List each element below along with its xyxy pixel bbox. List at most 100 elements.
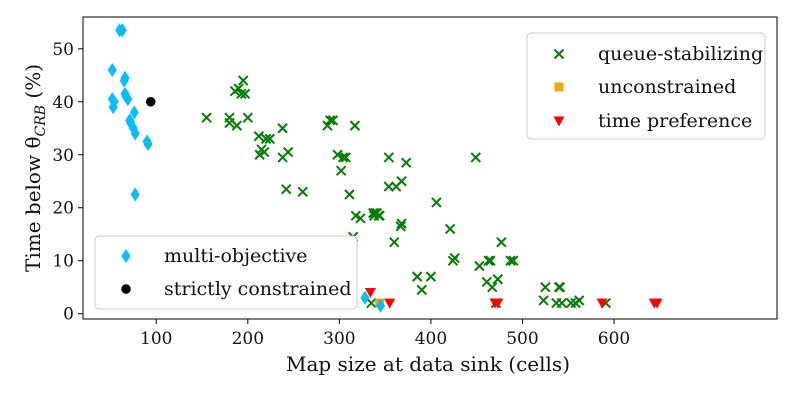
multi-objective-point (130, 126, 140, 141)
queue-stabilizing-point (236, 88, 247, 100)
queue-stabilizing-point (508, 255, 519, 266)
queue-stabilizing-point (396, 176, 407, 187)
legend-markers (553, 48, 565, 127)
queue-stabilizing-point (327, 115, 339, 126)
queue-stabilizing-point (324, 115, 336, 126)
queue-stabilizing-point (425, 271, 437, 282)
queue-stabilizing-point (239, 88, 251, 100)
time-preference-point (651, 298, 663, 309)
queue-stabilizing-point (260, 133, 272, 145)
y-tick-label: 20 (52, 199, 74, 219)
queue-stabilizing-point (496, 236, 507, 248)
y-tick-label: 0 (63, 305, 74, 325)
queue-stabilizing-point (281, 183, 292, 195)
queue-stabilizing-point (395, 221, 406, 232)
queue-stabilizing-point (416, 284, 427, 296)
legend-markers (121, 249, 131, 294)
queue-stabilizing-point (277, 123, 288, 134)
y-tick-label: 10 (52, 252, 74, 272)
queue-stabilizing-point (574, 295, 585, 306)
queue-stabilizing-point (538, 295, 549, 306)
queue-stabilizing-point (389, 236, 400, 248)
queue-stabilizing-point (368, 207, 379, 219)
x-tick-label: 200 (232, 329, 264, 349)
queue-stabilizing-point (335, 165, 347, 176)
multi-objective-point (109, 94, 119, 109)
queue-stabilizing-point (505, 255, 516, 266)
y-axis-label-main: Time below θ (21, 137, 45, 273)
data-marks (107, 23, 663, 313)
x-tick-label: 400 (415, 329, 447, 349)
queue-stabilizing-point (332, 149, 343, 160)
legend-label-unconstrained: unconstrained (598, 76, 736, 98)
y-tick-label: 50 (52, 40, 74, 60)
legend-marker-multi-objective (121, 249, 131, 263)
multi-objective-point (360, 290, 370, 305)
x-tick-label: 100 (140, 329, 172, 349)
queue-stabilizing-point (259, 146, 270, 158)
y-tick-label: 40 (52, 93, 74, 113)
time-preference-point (384, 298, 396, 309)
legend-label-time-preference: time preference (598, 110, 752, 132)
time-preference-point (364, 288, 376, 299)
queue-stabilizing-point (431, 197, 442, 208)
legend-marker-queue-stabilizing (553, 48, 565, 60)
queue-stabilizing-point (253, 131, 264, 142)
queue-stabilizing-point (344, 189, 355, 200)
queue-stabilizing-point (374, 210, 385, 221)
queue-stabilizing-point (337, 152, 349, 163)
y-axis-label-subscript: CRB (33, 105, 49, 137)
queue-stabilizing-point (470, 152, 481, 163)
queue-stabilizing-point (444, 223, 456, 235)
queue-stabilizing-point (540, 282, 551, 293)
multi-objective-point (376, 298, 386, 313)
queue-stabilizing-point (224, 117, 235, 129)
queue-stabilizing-point (340, 152, 351, 163)
multi-objective-point (129, 105, 139, 120)
y-tick-label: 30 (52, 146, 74, 166)
multi-objective-point (120, 70, 130, 85)
legend-marker-unconstrained (554, 82, 564, 92)
queue-stabilizing-point (400, 157, 412, 168)
queue-stabilizing-point (492, 274, 503, 285)
legend-marker-strictly-constrained (121, 284, 131, 294)
legend-box (526, 32, 766, 140)
queue-stabilizing-point (297, 186, 308, 198)
queue-stabilizing-point (264, 133, 275, 145)
queue-stabilizing-point (282, 146, 294, 158)
queue-stabilizing-point (487, 282, 498, 293)
y-axis-label-unit: (%) (21, 64, 45, 105)
plot-frame (82, 16, 778, 320)
queue-stabilizing-point (366, 297, 377, 309)
queue-stabilizing-point (201, 112, 212, 123)
legend-top-right: queue-stabilizing unconstrained time pre… (526, 32, 766, 140)
queue-stabilizing-point (485, 255, 496, 266)
queue-stabilizing-point (396, 218, 407, 229)
queue-stabilizing-point (565, 297, 577, 309)
queue-stabilizing-point (554, 282, 566, 293)
x-tick-label: 600 (598, 329, 630, 349)
queue-stabilizing-point (474, 260, 485, 272)
queue-stabilizing-point (231, 120, 243, 131)
queue-stabilizing-point (556, 297, 568, 309)
x-tick-label: 300 (323, 329, 355, 349)
queue-stabilizing-point (383, 152, 395, 163)
legend-label-queue-stabilizing: queue-stabilizing (598, 43, 763, 65)
queue-stabilizing-point (449, 252, 460, 264)
multi-objective-point (130, 187, 140, 202)
queue-stabilizing-point (483, 255, 494, 266)
queue-stabilizing-point (411, 271, 423, 282)
queue-stabilizing-point (349, 120, 361, 131)
multi-objective-point (143, 137, 153, 152)
legend-label-strictly-constrained: strictly constrained (164, 278, 352, 300)
queue-stabilizing-point (238, 75, 249, 86)
time-preference-point (492, 298, 504, 309)
strictly-constrained-point (145, 96, 156, 107)
queue-stabilizing-point (355, 213, 366, 224)
x-tick-label: 500 (506, 329, 538, 349)
x-axis-ticks: 100 200 300 400 500 600 (140, 319, 630, 349)
legend-label-multi-objective: multi-objective (164, 245, 308, 267)
legend-bottom-left: multi-objective strictly constrained (94, 235, 358, 310)
x-axis-label: Map size at data sink (cells) (286, 352, 570, 376)
